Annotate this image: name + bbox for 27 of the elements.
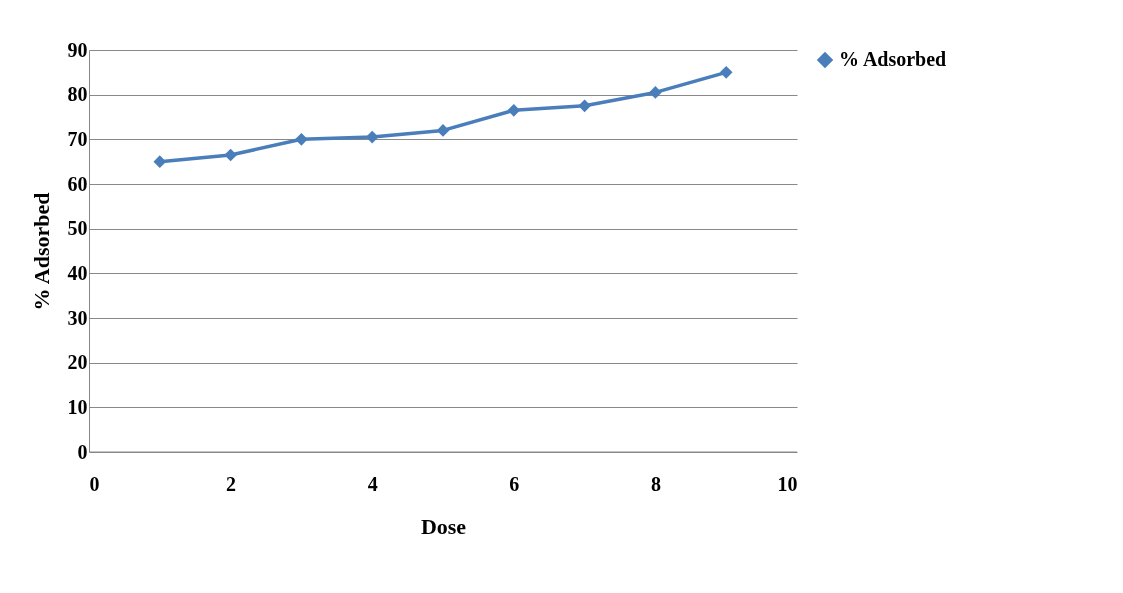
y-tick-label: 40 — [67, 261, 88, 284]
y-tick-label: 70 — [67, 127, 88, 150]
point — [719, 66, 733, 79]
y-tick-label: 10 — [67, 395, 88, 418]
y-tick-label: 80 — [67, 83, 88, 106]
point — [365, 130, 379, 144]
y-tick-label: 60 — [67, 172, 88, 195]
x-tick-label: 10 — [777, 472, 798, 495]
point — [224, 148, 237, 162]
y-tick-label: 30 — [67, 306, 88, 329]
x-tick-label: 4 — [367, 472, 378, 495]
legend-label: % Adsorbed — [839, 48, 947, 70]
point — [578, 99, 591, 113]
point — [153, 155, 167, 168]
point — [295, 133, 308, 146]
y-axis-title: % Adsorbed — [28, 192, 54, 311]
point — [436, 124, 450, 137]
point — [507, 103, 521, 117]
x-axis-title: Dose — [420, 513, 467, 539]
x-tick-label: 6 — [509, 472, 520, 495]
y-tick-label: 20 — [67, 351, 88, 374]
y-tick-label: 50 — [67, 217, 88, 240]
x-tick-label: 8 — [650, 472, 661, 495]
y-tick-label: 0 — [77, 440, 88, 463]
y-tick-label: 90 — [67, 38, 88, 61]
point — [649, 86, 662, 99]
x-tick-label: 2 — [226, 472, 237, 495]
